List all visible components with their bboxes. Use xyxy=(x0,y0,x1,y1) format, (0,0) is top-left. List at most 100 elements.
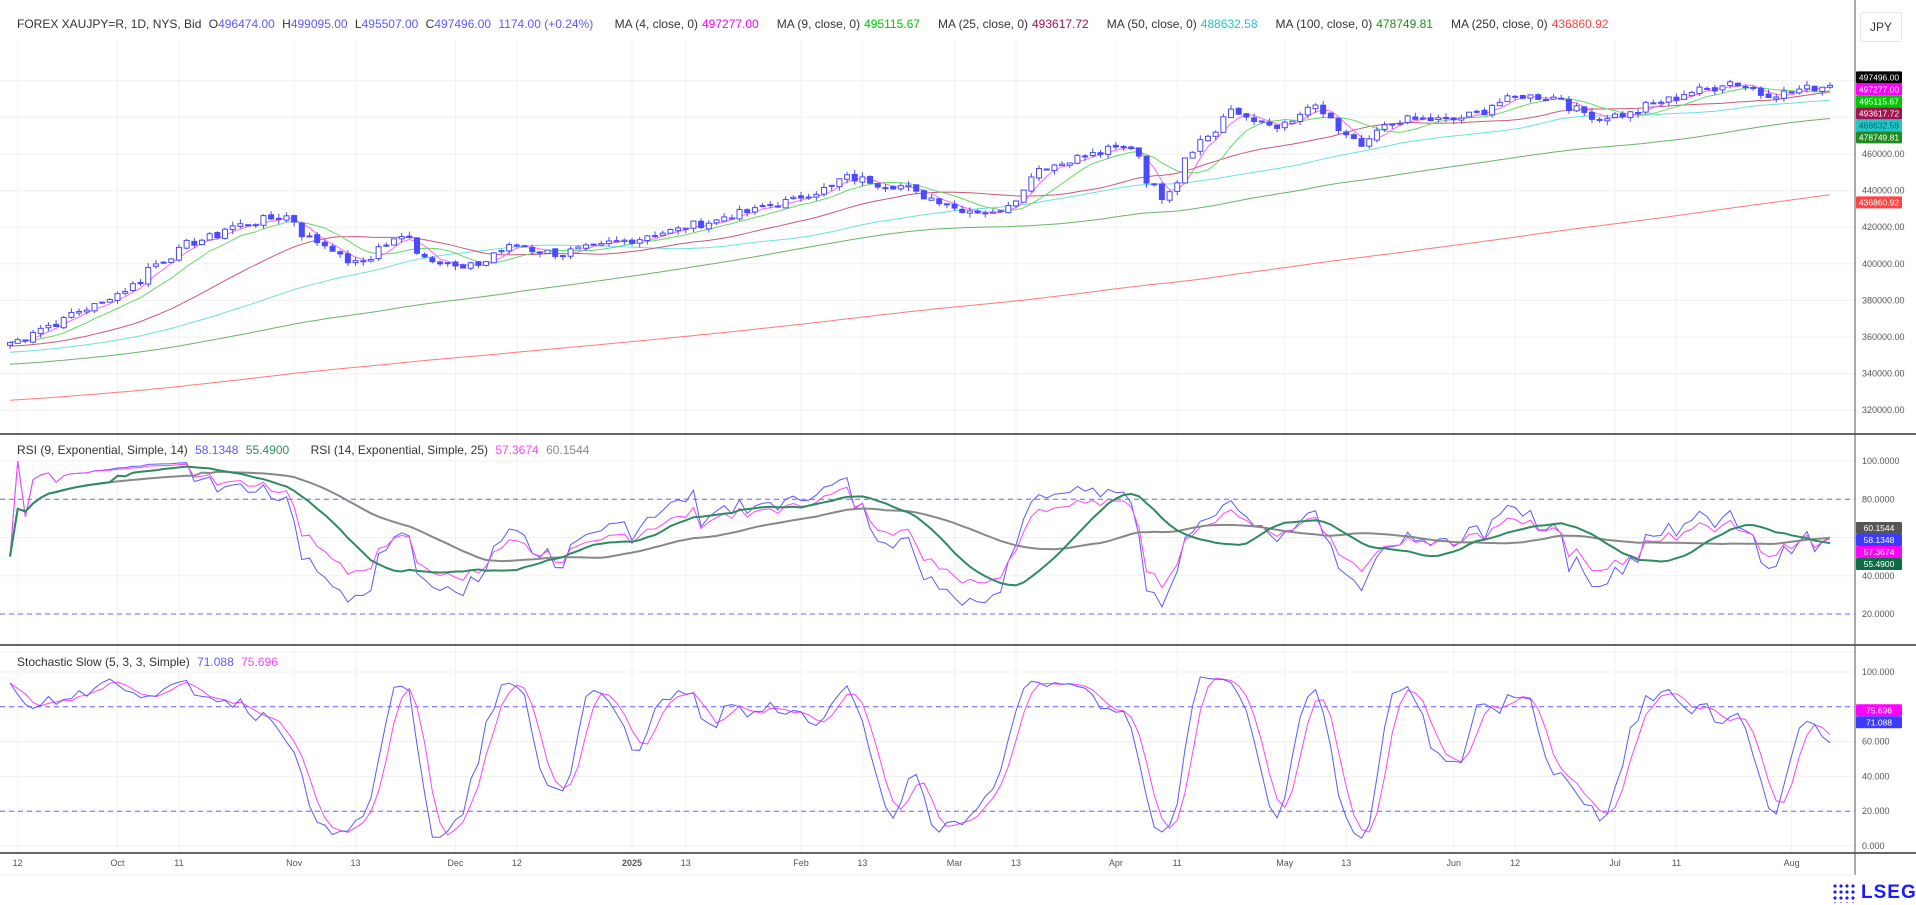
candle-body xyxy=(1765,93,1772,99)
rsi14-line xyxy=(9,460,1831,589)
candle-body xyxy=(1727,81,1734,87)
candle-body xyxy=(1197,139,1204,152)
candle-body xyxy=(452,261,459,267)
ma-legend-label: MA (9, close, 0) xyxy=(776,17,861,31)
candle-body xyxy=(475,261,482,266)
candle-body xyxy=(283,215,290,221)
stoch-k-tag-bg xyxy=(1856,716,1902,729)
candle-body xyxy=(1635,111,1642,114)
ma-25-tag-bg xyxy=(1856,107,1902,120)
candle-body xyxy=(360,260,367,263)
ma-25-tag: 493617.72 xyxy=(1859,108,1899,118)
candle-body xyxy=(767,204,774,207)
candle-body xyxy=(659,232,666,236)
candle-body xyxy=(1151,183,1158,186)
candle-body xyxy=(813,193,820,198)
candle-body xyxy=(1020,189,1027,203)
low-value: 495507.00 xyxy=(361,17,419,31)
candle-body xyxy=(1266,121,1273,126)
candle-body xyxy=(675,227,682,232)
candle-body xyxy=(1289,120,1296,124)
candle-body xyxy=(214,231,221,239)
ma-legend-value: 493617.72 xyxy=(1032,17,1089,31)
candle-body xyxy=(529,247,536,253)
candle-body xyxy=(229,225,236,231)
candle-body xyxy=(337,251,344,255)
date-axis-label: 13 xyxy=(681,858,691,868)
ma-legend-value: 495115.67 xyxy=(864,17,920,31)
candle-body xyxy=(1604,118,1611,122)
date-axis-label: 13 xyxy=(351,858,361,868)
candle-body xyxy=(1343,131,1350,136)
candle-body xyxy=(1550,96,1557,100)
candle-body xyxy=(314,234,321,244)
ma-legend-value: 497277.00 xyxy=(702,17,759,31)
candle-body xyxy=(1366,138,1373,147)
candle-body xyxy=(137,281,144,285)
date-axis-label: 2025 xyxy=(622,858,642,868)
candle-body xyxy=(1274,124,1281,129)
stoch-k-line xyxy=(9,676,1831,839)
candle-body xyxy=(1573,105,1580,112)
candle-body xyxy=(1519,95,1526,99)
candle-body xyxy=(1097,152,1104,155)
candle-body xyxy=(298,222,305,238)
candle-body xyxy=(1527,94,1534,99)
candle-body xyxy=(1658,101,1665,104)
candle-body xyxy=(460,264,467,269)
candle-body xyxy=(644,235,651,241)
rsi-axis-label: 40.0000 xyxy=(1862,571,1895,581)
candle-body xyxy=(1788,91,1795,94)
candle-body xyxy=(1773,96,1780,100)
candle-body xyxy=(1611,113,1618,118)
candle-body xyxy=(1350,134,1357,139)
price-legend: FOREX XAUJPY=R, 1D, NYS, Bid O496474.00 … xyxy=(17,17,1609,31)
stoch-d-tag: 75.696 xyxy=(1866,705,1892,715)
candle-body xyxy=(483,261,490,266)
price-axis-label: 380000.00 xyxy=(1862,295,1905,305)
candle-body xyxy=(1696,86,1703,95)
stoch-d-value: 75.696 xyxy=(241,655,278,669)
candle-body xyxy=(421,253,428,258)
rsi9-tag: 58.1348 xyxy=(1864,535,1895,545)
candle-body xyxy=(37,327,44,334)
rsi9-signal-value: 55.4900 xyxy=(245,443,290,457)
candle-body xyxy=(629,239,636,244)
ma-4-tag-bg xyxy=(1856,83,1902,96)
candle-body xyxy=(1688,92,1695,97)
candle-body xyxy=(1704,87,1711,90)
candle-body xyxy=(1235,107,1242,115)
candle-body xyxy=(913,184,920,192)
candle-body xyxy=(198,239,205,246)
date-axis-label: Mar xyxy=(947,858,963,868)
date-axis-label: Jun xyxy=(1446,858,1461,868)
candle-body xyxy=(744,209,751,214)
candle-body xyxy=(613,240,620,243)
currency-button[interactable]: JPY xyxy=(1860,12,1902,42)
candle-body xyxy=(1512,95,1519,98)
date-axis-label: Oct xyxy=(111,858,126,868)
candle-body xyxy=(759,205,766,208)
change-value: 1174.00 (+0.24%) xyxy=(498,17,594,31)
rsi14-tag-bg xyxy=(1856,546,1902,558)
price-axis-label: 420000.00 xyxy=(1862,222,1905,232)
price-axis-label: 400000.00 xyxy=(1862,259,1905,269)
candle-body xyxy=(191,240,198,246)
candle-body xyxy=(1627,111,1634,118)
candle-body xyxy=(260,215,267,226)
ma-250-tag-bg xyxy=(1856,196,1902,209)
price-axis-label: 340000.00 xyxy=(1862,369,1905,379)
candle-body xyxy=(321,241,328,247)
candle-body xyxy=(1204,135,1211,142)
candle-body xyxy=(1066,162,1073,166)
candle-body xyxy=(1719,85,1726,91)
candle-body xyxy=(1473,110,1480,113)
candle-body xyxy=(498,250,505,253)
candle-body xyxy=(828,184,835,187)
candle-body xyxy=(1320,104,1327,115)
candle-body xyxy=(1028,176,1035,192)
candle-body xyxy=(122,291,129,294)
candle-body xyxy=(897,185,904,190)
rsi14-signal-line xyxy=(9,470,1831,563)
